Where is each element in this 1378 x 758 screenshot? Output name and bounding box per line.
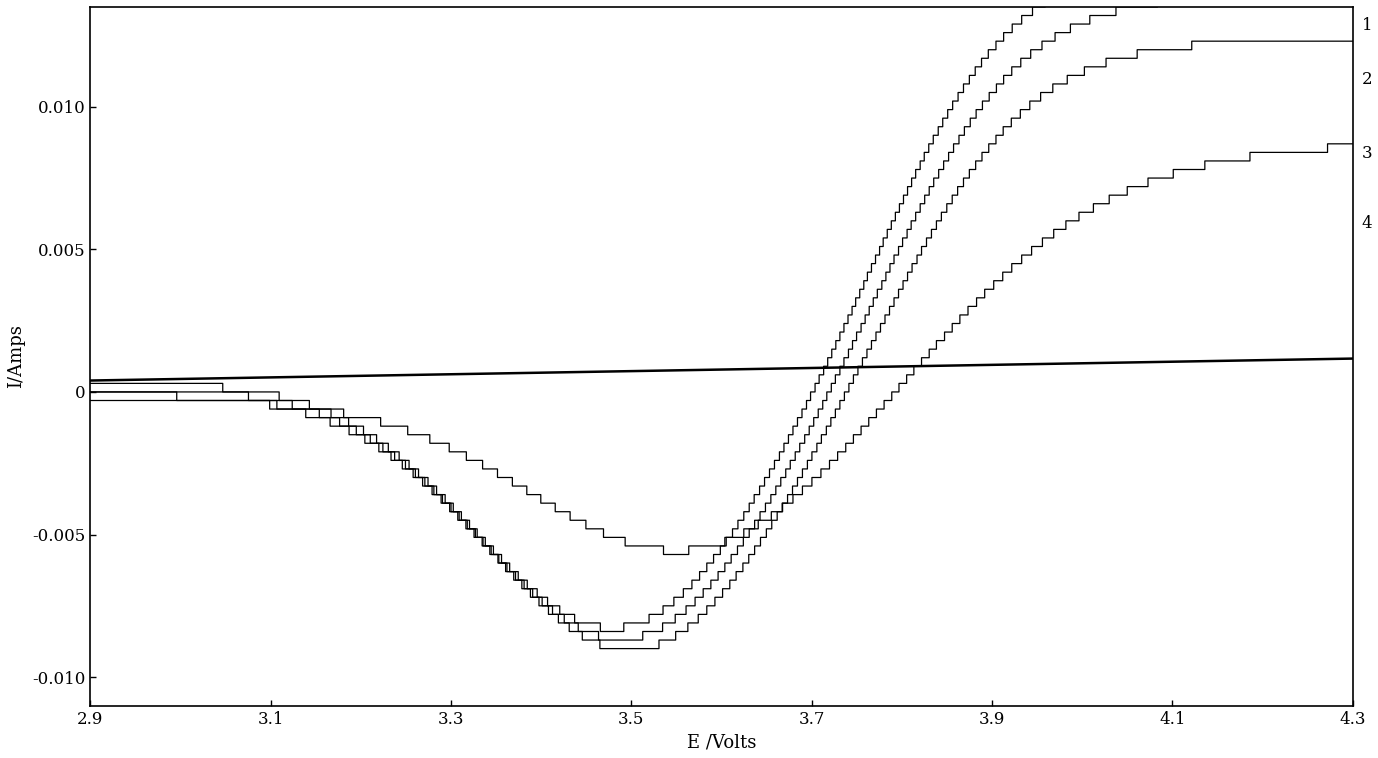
X-axis label: E /Volts: E /Volts	[686, 733, 757, 751]
Y-axis label: I/Amps: I/Amps	[7, 324, 25, 388]
Text: 3: 3	[1361, 146, 1372, 162]
Text: 2: 2	[1361, 71, 1372, 88]
Text: 1: 1	[1361, 17, 1372, 34]
Text: 4: 4	[1361, 215, 1372, 232]
